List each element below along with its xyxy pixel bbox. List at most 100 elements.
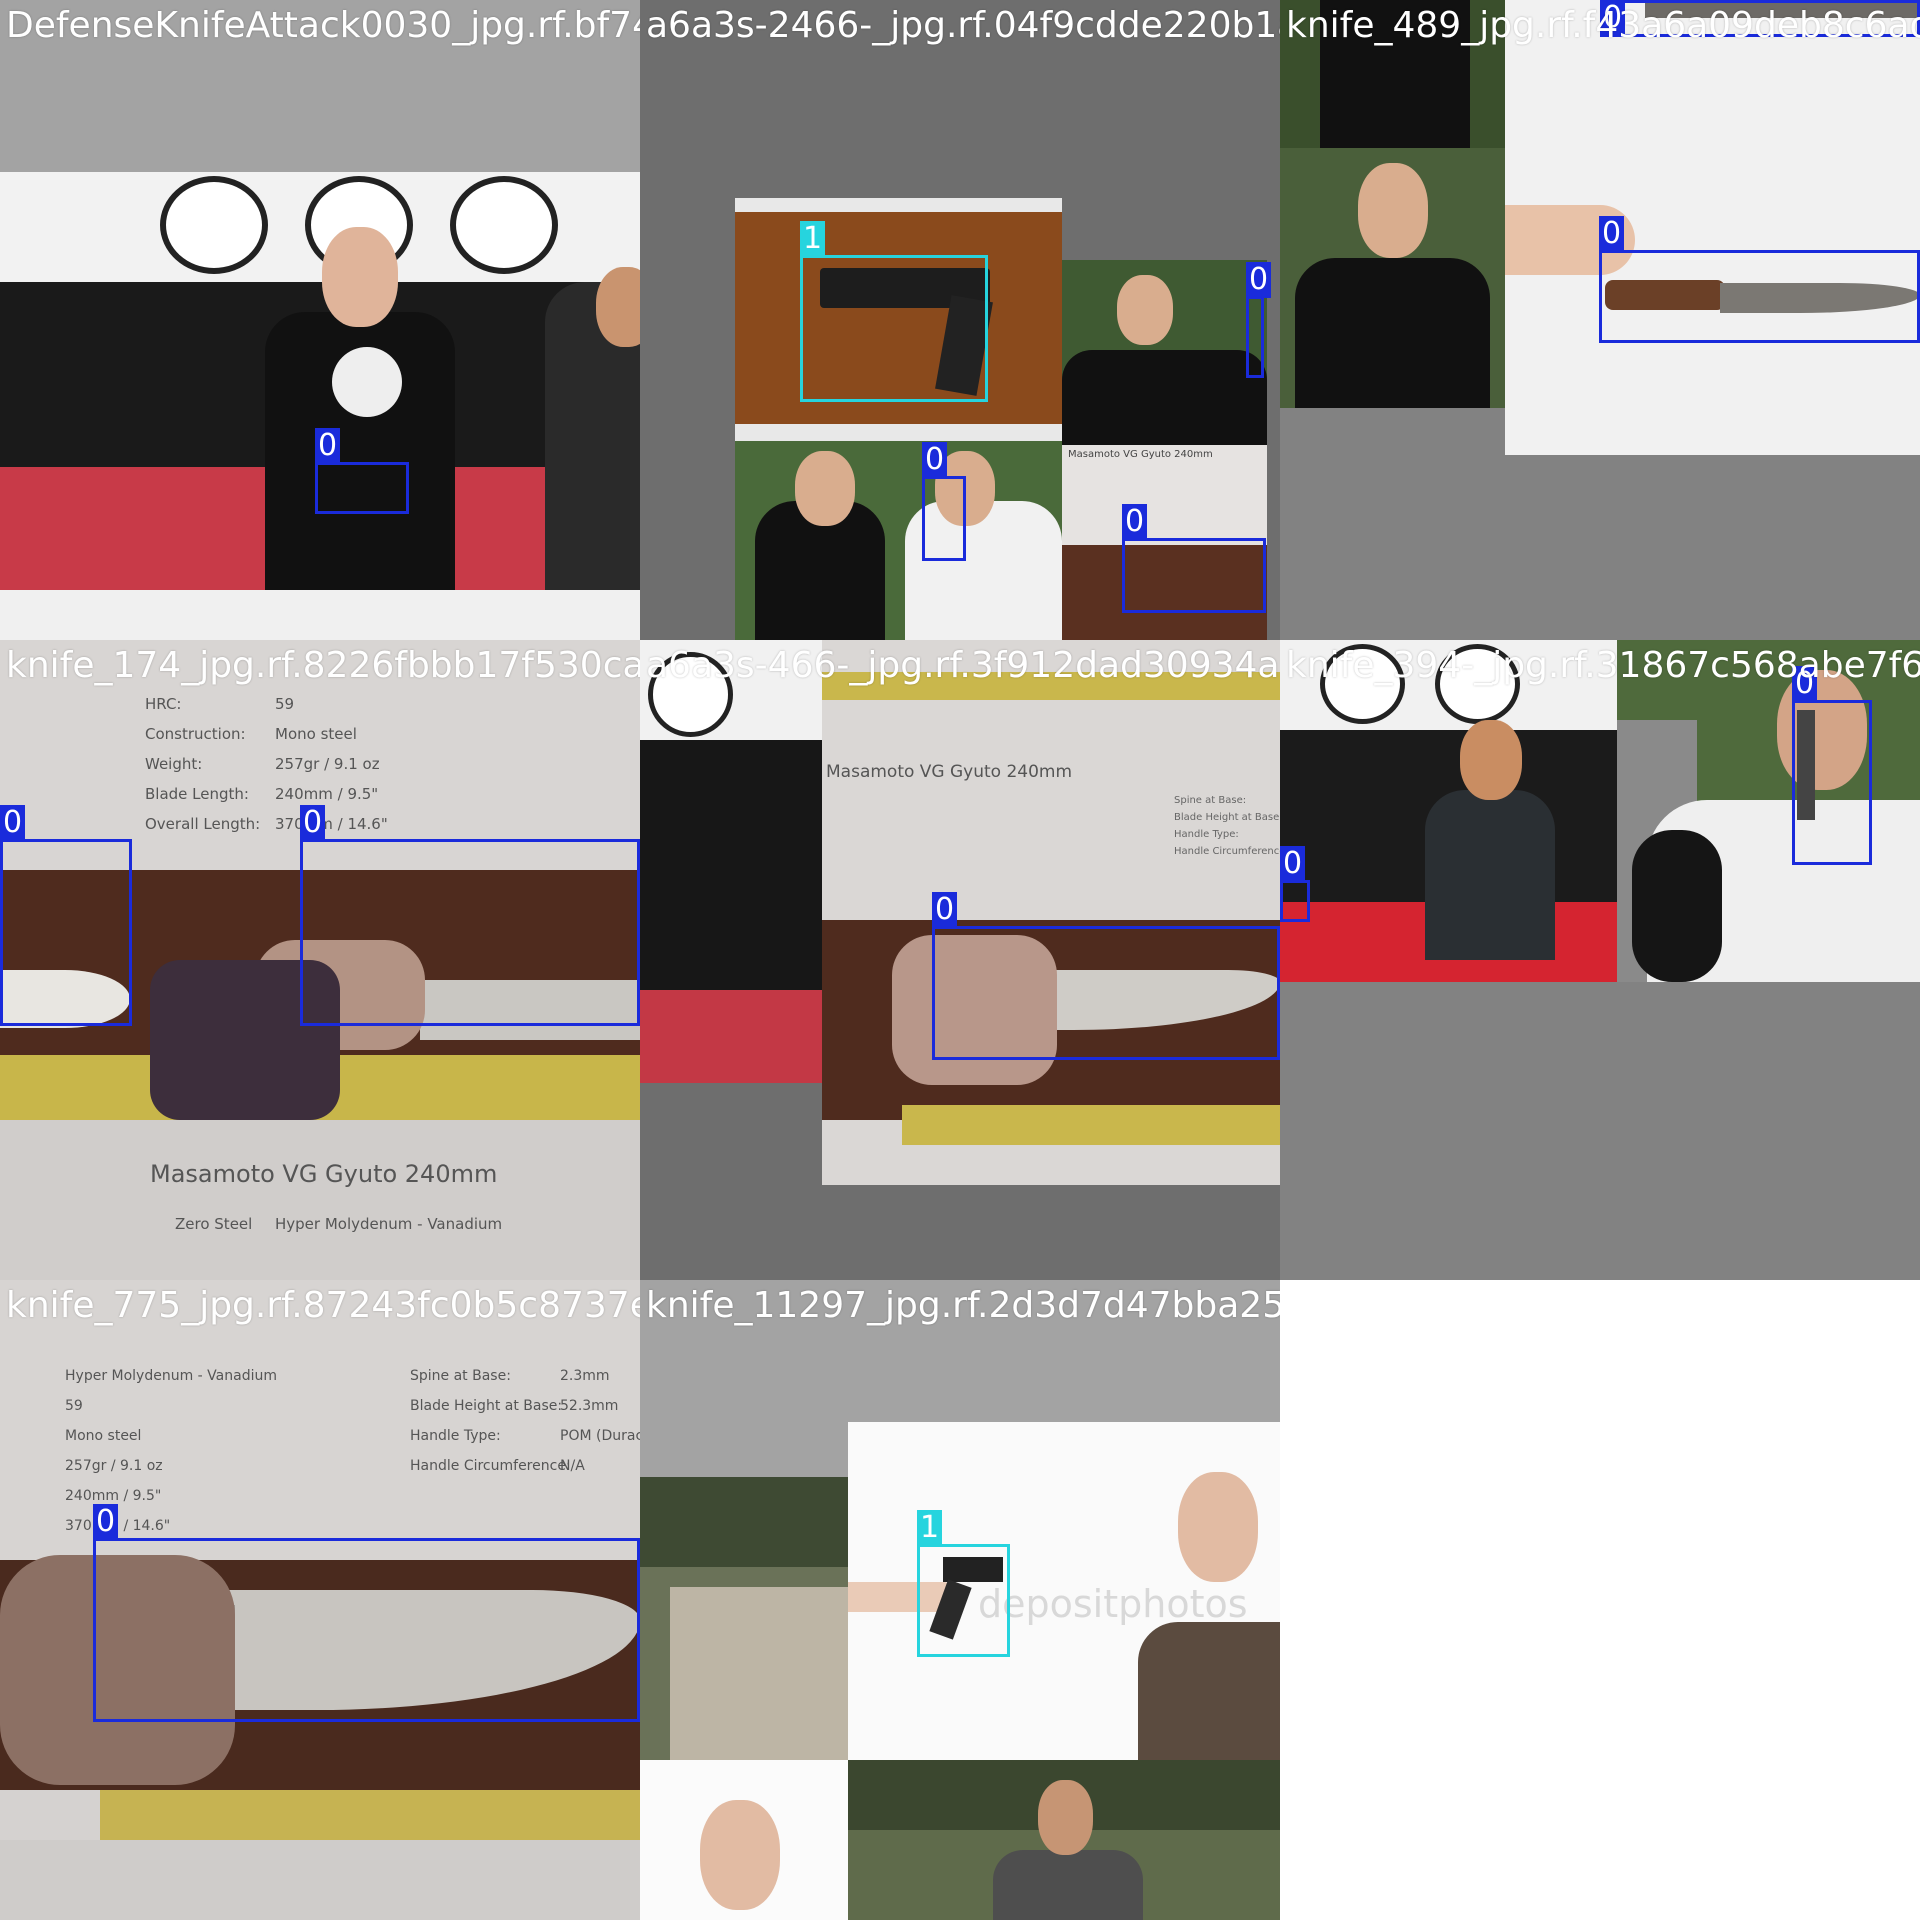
knife-blade bbox=[420, 980, 640, 1040]
detection-box-knife bbox=[0, 839, 132, 1026]
spec-value: Mono steel bbox=[275, 725, 357, 743]
detection-label: 0 bbox=[315, 428, 341, 464]
tile-title: knife_174_jpg.rf.8226fbbb17f530cac3a5 bbox=[6, 645, 640, 686]
person-head bbox=[322, 227, 398, 327]
spec-card-bottom: Masamoto VG Gyuto 240mm Zero Steel Hyper… bbox=[0, 1120, 640, 1280]
detection-label: 0 bbox=[932, 892, 958, 928]
spec-value: N/A bbox=[560, 1458, 585, 1474]
shirt-logo bbox=[332, 347, 402, 417]
spec-label: Blade Length: bbox=[145, 785, 249, 803]
detection-label: 0 bbox=[93, 1504, 119, 1540]
spec-label: Weight: bbox=[145, 755, 203, 773]
tile-title: knife_489_jpg.rf.f43a6a09deb8c6ad bbox=[1286, 5, 1920, 46]
spec-value: 370mm / 14.6" bbox=[275, 815, 388, 833]
wall-logo bbox=[648, 652, 733, 737]
mosaic-tile-8: depositphotos 1 knife_11297_jpg.rf.2d3d7… bbox=[640, 1280, 1280, 1920]
mosaic-tile-2: Masamoto VG Gyuto 240mm 1 0 0 0 a6a3s-24… bbox=[640, 0, 1280, 640]
spec-label: HRC: bbox=[145, 695, 182, 713]
spec-label: Handle Circumference: bbox=[410, 1458, 571, 1474]
spec-label: Handle Type: bbox=[410, 1428, 501, 1444]
detection-box-knife bbox=[1246, 296, 1264, 378]
detection-box-knife bbox=[315, 462, 409, 514]
spec-value: 59 bbox=[65, 1398, 83, 1414]
mosaic-tile-4: HRC: Construction: Weight: Blade Length:… bbox=[0, 640, 640, 1280]
man-left-head bbox=[795, 451, 855, 526]
knife-blade bbox=[1797, 710, 1815, 820]
knife-board bbox=[1062, 545, 1267, 640]
tile-title: DefenseKnifeAttack0030_jpg.rf.bf744f6352 bbox=[6, 5, 640, 46]
watermark: depositphotos bbox=[978, 1582, 1248, 1626]
knife-hand-photo bbox=[1505, 0, 1920, 455]
person-right-head bbox=[596, 267, 640, 347]
knife-top bbox=[1645, 0, 1920, 18]
spec-value: 240mm / 9.5" bbox=[275, 785, 379, 803]
measuring-tape bbox=[902, 1105, 1280, 1145]
man-sleeve bbox=[1632, 830, 1722, 982]
knife-handle bbox=[1605, 280, 1725, 310]
detection-box-knife bbox=[922, 476, 966, 561]
range-photo bbox=[640, 1477, 848, 1760]
knife-blade bbox=[0, 970, 130, 1028]
mosaic-tile-6: 0 0 knife_394-_jpg.rf.31867c568abe7f6da bbox=[1280, 640, 1920, 1280]
man-vest bbox=[1138, 1622, 1280, 1760]
detection-box-knife bbox=[1280, 880, 1310, 922]
man-torso bbox=[1320, 0, 1470, 148]
spec-label: Handle Type: bbox=[1174, 829, 1239, 840]
man-torso bbox=[1295, 258, 1490, 408]
spec-label: Blade Height at Base: bbox=[1174, 812, 1280, 823]
revolver bbox=[943, 1557, 1003, 1582]
detection-box-knife bbox=[1599, 250, 1920, 343]
man-head bbox=[1038, 1780, 1093, 1855]
revolver-photo: depositphotos bbox=[848, 1422, 1280, 1760]
detection-box-knife bbox=[1792, 700, 1872, 865]
spec-value: 59 bbox=[275, 695, 295, 713]
men-photo-small bbox=[1062, 260, 1267, 445]
spec-label: Handle Circumference: bbox=[1174, 846, 1280, 857]
spec-label: Spine at Base: bbox=[1174, 795, 1247, 806]
tile-title: knife_394-_jpg.rf.31867c568abe7f6da bbox=[1286, 645, 1920, 686]
spec-value: Hyper Molydenum - Vanadium bbox=[275, 1215, 503, 1233]
measuring-tape bbox=[822, 672, 1280, 700]
wall-logo bbox=[1320, 644, 1405, 724]
sleeve bbox=[150, 960, 340, 1120]
detection-box-pistol bbox=[800, 255, 988, 402]
wall-logo bbox=[160, 176, 268, 274]
spec-card-heading: Masamoto VG Gyuto 240mm bbox=[150, 1160, 498, 1188]
wall-logo bbox=[450, 176, 558, 274]
gym-photo bbox=[1280, 640, 1617, 982]
detection-label: 0 bbox=[922, 442, 948, 478]
spec-label: Zero Steel bbox=[175, 1215, 253, 1233]
spec-value: 2.3mm bbox=[560, 1368, 610, 1384]
tile-title: a6a3s-2466-_jpg.rf.04f9cdde220b1a67affd bbox=[646, 5, 1280, 46]
spec-value: 240mm / 9.5" bbox=[65, 1488, 162, 1504]
detection-label: 0 bbox=[1280, 846, 1306, 882]
spec-label: Overall Length: bbox=[145, 815, 261, 833]
detection-label: 0 bbox=[1600, 0, 1626, 36]
man-photo bbox=[1280, 148, 1505, 408]
gym-strip bbox=[0, 590, 640, 640]
man-head bbox=[700, 1800, 780, 1910]
tile-title: a6a3s-466-_jpg.rf.3f912dad30934a1a bbox=[646, 645, 1280, 686]
trees bbox=[640, 1477, 848, 1567]
man-knife-photo bbox=[1617, 640, 1920, 982]
mosaic-tile-3: 0 0 knife_489_jpg.rf.f43a6a09deb8c6ad bbox=[1280, 0, 1920, 640]
person-head bbox=[1460, 720, 1522, 800]
detection-box-knife bbox=[932, 926, 1280, 1060]
gym-scene bbox=[0, 172, 640, 590]
person-torso bbox=[1425, 790, 1555, 960]
gym-floor bbox=[640, 990, 822, 1083]
detection-label: 0 bbox=[1599, 216, 1625, 252]
spec-card: Masamoto VG Gyuto 240mm Spine at Base: B… bbox=[822, 640, 1280, 1185]
spec-value: 257gr / 9.1 oz bbox=[275, 755, 380, 773]
detection-box-knife bbox=[93, 1538, 640, 1722]
gym-photo-small bbox=[640, 640, 822, 1083]
mosaic-tile-7: Hyper Molydenum - Vanadium 59 Mono steel… bbox=[0, 1280, 640, 1920]
man-shirt bbox=[1062, 350, 1267, 445]
mosaic-tile-5: Masamoto VG Gyuto 240mm Spine at Base: B… bbox=[640, 640, 1280, 1280]
spec-label: Blade Height at Base: bbox=[410, 1398, 563, 1414]
detection-label: 0 bbox=[1122, 504, 1148, 540]
detection-label: 1 bbox=[917, 1510, 943, 1546]
spec-value: 257gr / 9.1 oz bbox=[65, 1458, 163, 1474]
mosaic-tile-1: 0 DefenseKnifeAttack0030_jpg.rf.bf744f63… bbox=[0, 0, 640, 640]
spec-value: Hyper Molydenum - Vanadium bbox=[65, 1368, 277, 1384]
